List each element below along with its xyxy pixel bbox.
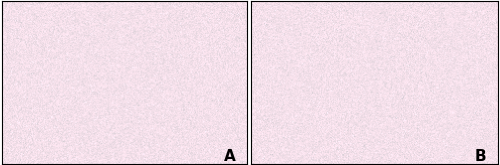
Text: A: A <box>224 149 235 164</box>
Text: B: B <box>475 149 486 164</box>
